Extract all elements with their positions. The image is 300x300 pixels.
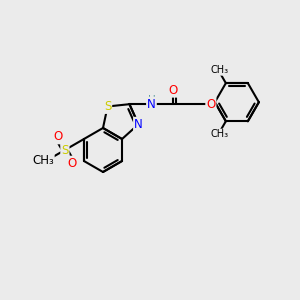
Text: O: O: [169, 84, 178, 97]
Text: O: O: [67, 157, 76, 169]
Text: S: S: [104, 100, 111, 113]
Text: O: O: [53, 130, 62, 143]
Text: S: S: [61, 143, 69, 157]
Text: N: N: [147, 98, 156, 111]
Text: N: N: [134, 118, 143, 131]
Text: H: H: [148, 95, 155, 105]
Text: CH₃: CH₃: [210, 65, 228, 75]
Text: CH₃: CH₃: [32, 154, 54, 167]
Text: CH₃: CH₃: [210, 130, 228, 140]
Text: O: O: [206, 98, 215, 111]
